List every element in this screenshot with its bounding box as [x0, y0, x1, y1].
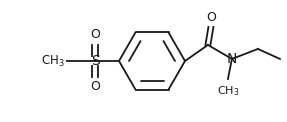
Text: N: N — [227, 52, 237, 66]
Text: O: O — [90, 29, 100, 41]
Text: $\mathregular{CH_3}$: $\mathregular{CH_3}$ — [217, 84, 239, 98]
Text: O: O — [206, 11, 216, 24]
Text: $\mathregular{CH_3}$: $\mathregular{CH_3}$ — [41, 53, 65, 69]
Text: S: S — [91, 54, 99, 68]
Text: O: O — [90, 81, 100, 93]
